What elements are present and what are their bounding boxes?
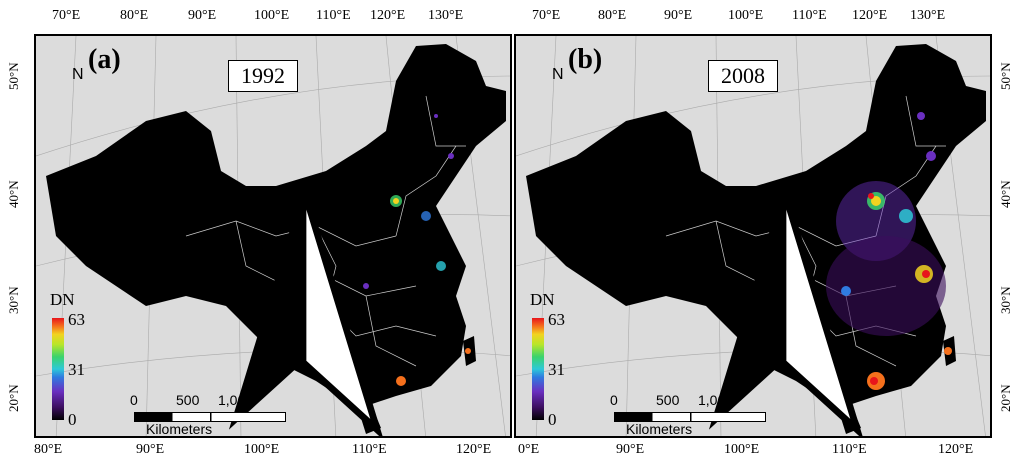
scale-tick: 1,000 — [218, 392, 254, 408]
lon-label: 90°E — [188, 8, 217, 23]
bottom-longitude-labels: 80°E 90°E 100°E 110°E 120°E 0°E 90°E 100… — [0, 442, 1024, 472]
dn-legend: DN 63 31 0 — [46, 290, 126, 432]
scale-unit: Kilometers — [626, 421, 693, 437]
lon-label: 130°E — [910, 8, 946, 23]
china-map-1992 — [36, 36, 510, 436]
scale-bar: 0 500 1,000 Kilometers — [126, 388, 296, 437]
lon-label: 130°E — [428, 8, 464, 23]
legend-mid: 31 — [548, 360, 565, 379]
lon-label: 80°E — [34, 442, 63, 457]
panel-label: (b) — [568, 44, 603, 75]
lon-label: 90°E — [664, 8, 693, 23]
night-lights — [314, 114, 471, 386]
dn-legend: DN 63 31 0 — [526, 290, 606, 432]
lon-label: 0°E — [518, 442, 540, 457]
lon-label: 120°E — [370, 8, 406, 23]
legend-mid: 31 — [68, 360, 85, 379]
scale-tick: 1,000 — [698, 392, 734, 408]
lon-label: 110°E — [792, 8, 827, 23]
lon-label: 70°E — [52, 8, 81, 23]
year-label: 1992 — [228, 60, 298, 92]
lat-label: 40°N — [998, 180, 1013, 208]
lon-label: 110°E — [316, 8, 351, 23]
scale-tick: 500 — [656, 392, 680, 408]
year-label: 2008 — [708, 60, 778, 92]
lat-label: 40°N — [6, 180, 21, 208]
panel-label: (a) — [88, 44, 121, 75]
lon-label: 120°E — [456, 442, 492, 457]
scale-bar: 0 500 1,000 Kilometers — [606, 388, 776, 437]
lon-label: 120°E — [938, 442, 974, 457]
lat-label: 30°N — [998, 286, 1013, 314]
legend-min: 0 — [68, 410, 77, 429]
north-arrow: N — [544, 66, 863, 436]
lon-label: 80°E — [598, 8, 627, 23]
scale-unit: Kilometers — [146, 421, 213, 437]
map-panel-2008: (b) 2008 N DN 63 31 0 0 500 1,000 Kilome… — [514, 34, 992, 438]
lon-label: 100°E — [244, 442, 280, 457]
china-landmass — [46, 44, 506, 406]
right-latitude-labels: 50°N 40°N 30°N 20°N — [998, 30, 1024, 440]
legend-max: 63 — [68, 310, 85, 329]
lat-label: 20°N — [6, 384, 21, 412]
legend-color-bar — [52, 318, 64, 420]
legend-title: DN — [50, 290, 75, 309]
legend-title: DN — [530, 290, 555, 309]
lat-label: 20°N — [998, 384, 1013, 412]
north-arrow-icon — [708, 186, 863, 436]
scale-bar-graphic — [614, 412, 766, 422]
lat-label: 30°N — [6, 286, 21, 314]
north-label: N — [72, 66, 84, 83]
lon-label: 100°E — [254, 8, 290, 23]
legend-min: 0 — [548, 410, 557, 429]
lon-label: 90°E — [616, 442, 645, 457]
lon-label: 110°E — [832, 442, 867, 457]
scale-tick: 500 — [176, 392, 200, 408]
north-arrow: N — [64, 66, 383, 436]
lon-label: 110°E — [352, 442, 387, 457]
lon-label: 90°E — [136, 442, 165, 457]
scale-tick: 0 — [610, 392, 618, 408]
lon-label: 80°E — [120, 8, 149, 23]
lon-label: 120°E — [852, 8, 888, 23]
left-latitude-labels: 50°N 40°N 30°N 20°N — [6, 30, 32, 440]
map-panel-1992: (a) 1992 N DN 63 31 0 0 500 1,000 Kilome… — [34, 34, 512, 438]
lat-label: 50°N — [998, 62, 1013, 90]
night-lights — [763, 112, 952, 390]
lat-label: 50°N — [6, 62, 21, 90]
lon-label: 100°E — [728, 8, 764, 23]
scale-bar-graphic — [134, 412, 286, 422]
top-longitude-labels: 70°E 80°E 90°E 100°E 110°E 120°E 130°E 7… — [0, 8, 1024, 38]
lon-label: 100°E — [724, 442, 760, 457]
north-arrow-icon — [228, 186, 383, 436]
legend-color-bar — [532, 318, 544, 420]
scale-tick: 0 — [130, 392, 138, 408]
lon-label: 70°E — [532, 8, 561, 23]
north-label: N — [552, 66, 564, 83]
legend-max: 63 — [548, 310, 565, 329]
